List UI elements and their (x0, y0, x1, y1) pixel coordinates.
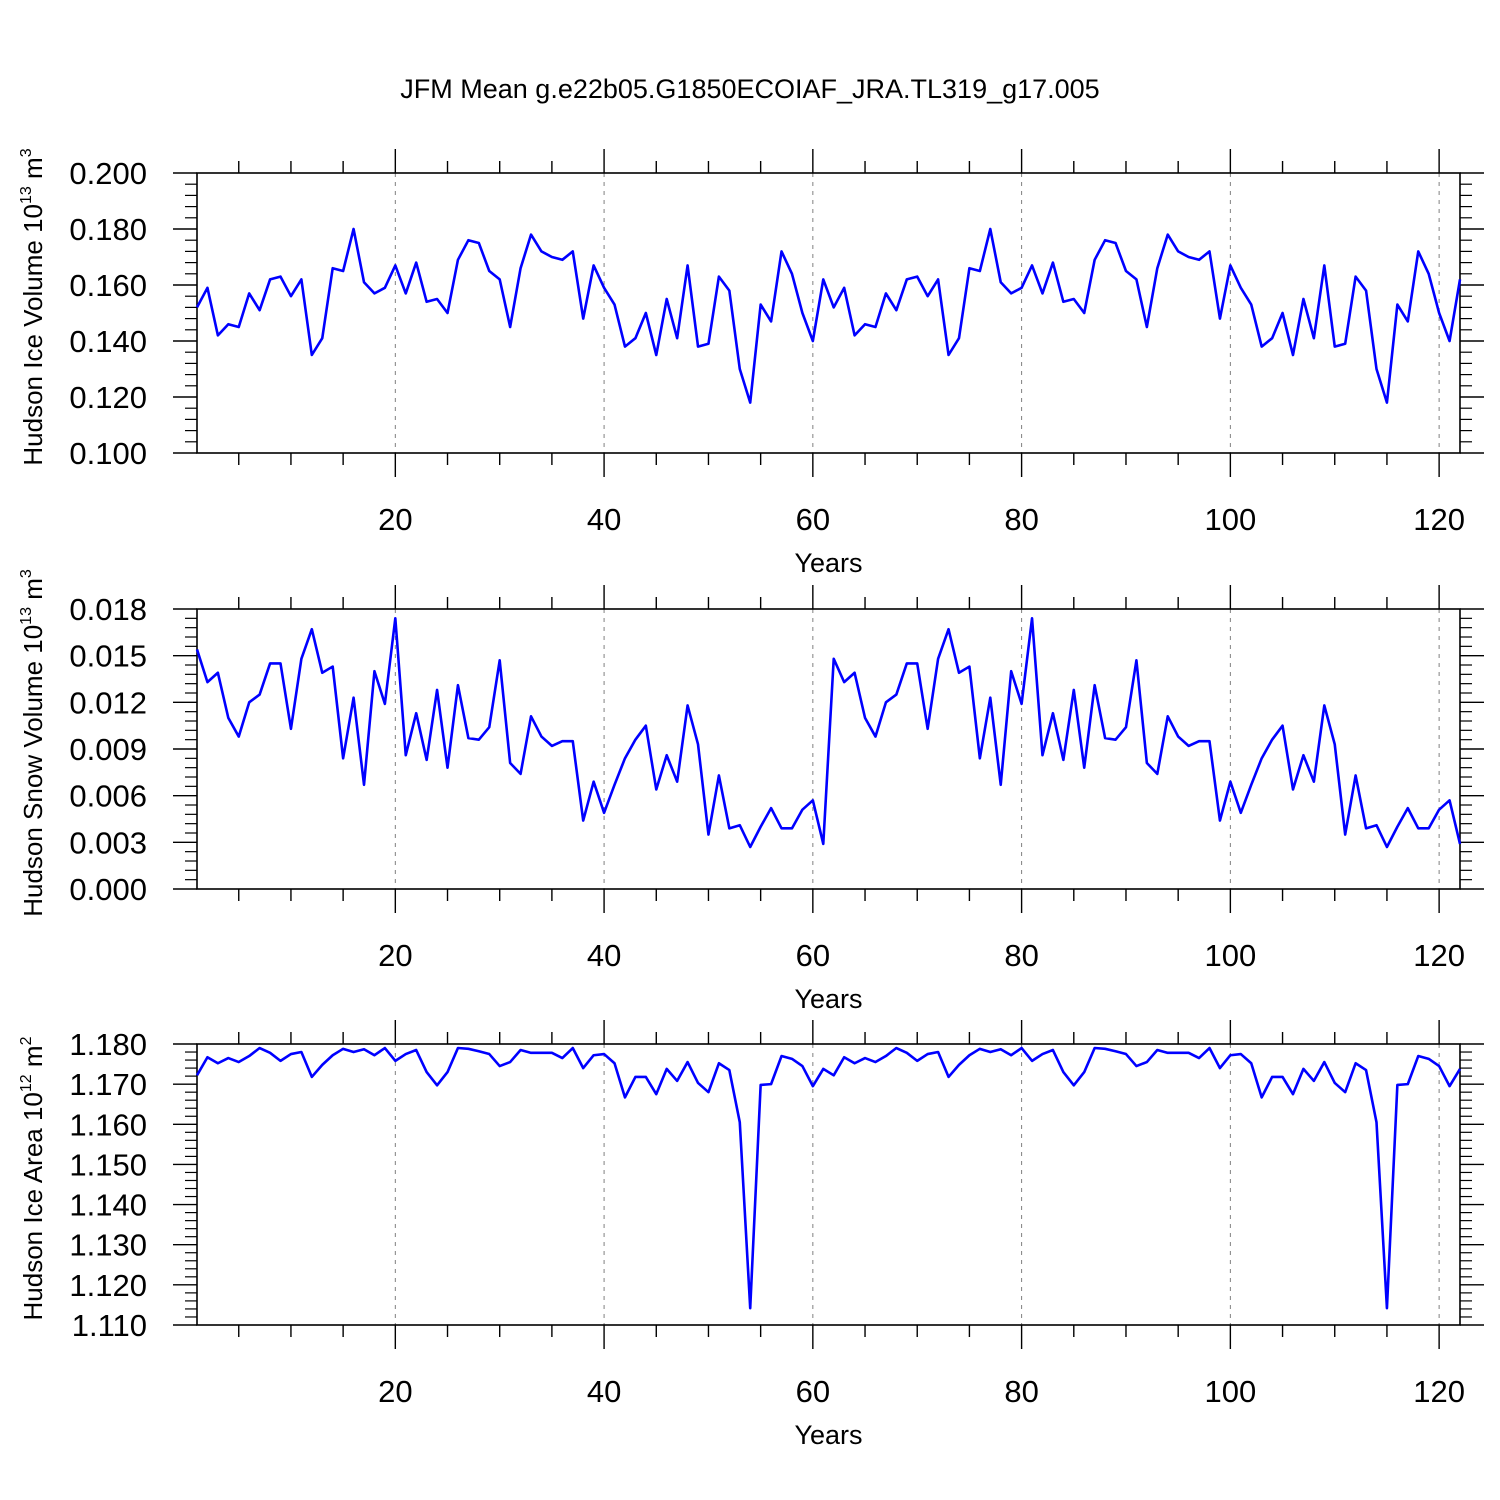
snow-volume-ytick-label: 0.006 (69, 779, 147, 814)
snow-volume-series-line-0 (195, 617, 1462, 849)
ice-volume-series-line-0 (195, 227, 1462, 404)
ice-volume-xtick-label: 20 (378, 502, 412, 537)
ice-volume-x-axis-title: Years (794, 548, 862, 578)
ice-area-ytick-label: 1.180 (69, 1027, 147, 1062)
ice-volume-ytick-label: 0.200 (69, 156, 147, 191)
snow-volume-y-axis-title-sup: 3 (18, 569, 35, 578)
snow-volume-y-axis-title-part: Hudson Snow Volume 10 (18, 625, 48, 917)
snow-volume-ytick-label: 0.000 (69, 872, 147, 907)
ice-area-xtick-label: 80 (1004, 1374, 1038, 1409)
ice-volume-xtick-label: 60 (796, 502, 830, 537)
ice-area-xtick-label: 60 (796, 1374, 830, 1409)
ice-volume-ytick-label: 0.120 (69, 380, 147, 415)
ice-area-y-axis-title: Hudson Ice Area 1012 m2 (18, 1036, 48, 1320)
ice-volume-y-axis-title: Hudson Ice Volume 1013 m3 (18, 148, 48, 465)
snow-volume-xtick-label: 40 (587, 938, 621, 973)
snow-volume-y-axis-title-part: m (18, 578, 48, 607)
ice-area-frame (196, 1043, 1461, 1326)
ice-area-ytick-label: 1.150 (69, 1147, 147, 1182)
ice-volume-xtick-label: 100 (1204, 502, 1256, 537)
snow-volume-ytick-label: 0.003 (69, 825, 147, 860)
figure-title: JFM Mean g.e22b05.G1850ECOIAF_JRA.TL319_… (400, 74, 1100, 104)
ice-volume-xtick-label: 80 (1004, 502, 1038, 537)
snow-volume-x-axis-title: Years (794, 984, 862, 1014)
ice-volume-y-axis-title-sup: 3 (18, 148, 35, 157)
ice-area-ytick-label: 1.110 (72, 1308, 147, 1343)
ice-volume-y-axis-title-part: Hudson Ice Volume 10 (18, 204, 48, 466)
ice-area-ytick-label: 1.170 (69, 1067, 147, 1102)
ice-area-xtick-label: 40 (587, 1374, 621, 1409)
snow-volume-xtick-label: 120 (1413, 938, 1465, 973)
ice-area-ytick-label: 1.120 (69, 1268, 147, 1303)
ice-volume-frame (196, 172, 1461, 454)
ice-area-panel: 1.110 1.120 1.130 1.140 1.150 1.160 1.170 1.180… (18, 1020, 1484, 1450)
snow-volume-xtick-label: 20 (378, 938, 412, 973)
ice-area-xtick-label: 20 (378, 1374, 412, 1409)
ice-area-ytick-label: 1.140 (69, 1188, 147, 1223)
snow-volume-ytick-label: 0.018 (69, 592, 147, 627)
snow-volume-panel: 0.000 0.003 0.006 0.009 0.012 0.015 0.018 20 40 6… (18, 569, 1484, 1014)
snow-volume-xtick-label: 80 (1004, 938, 1038, 973)
ice-volume-ytick-label: 0.140 (69, 324, 147, 359)
ice-area-ytick-label: 1.130 (69, 1228, 147, 1263)
ice-volume-y-axis-title-sup: 13 (18, 186, 35, 204)
ice-area-y-axis-title-part: m (18, 1045, 48, 1074)
ice-volume-xtick-label: 40 (587, 502, 621, 537)
snow-volume-y-axis-title-sup: 13 (18, 607, 35, 625)
ice-area-y-axis-title-sup: 12 (18, 1074, 35, 1092)
ice-area-ytick-label: 1.160 (69, 1107, 147, 1142)
ice-area-xtick-label: 120 (1413, 1374, 1465, 1409)
ice-volume-ytick-label: 0.160 (69, 268, 147, 303)
ice-area-y-axis-title-part: Hudson Ice Area 10 (18, 1092, 48, 1320)
snow-volume-ytick-label: 0.012 (69, 685, 147, 720)
snow-volume-y-axis-title: Hudson Snow Volume 1013 m3 (18, 569, 48, 917)
ice-area-xtick-label: 100 (1204, 1374, 1256, 1409)
snow-volume-ytick-label: 0.015 (69, 639, 147, 674)
snow-volume-ytick-label: 0.009 (69, 732, 147, 767)
ice-area-x-axis-title: Years (794, 1420, 862, 1450)
snow-volume-xtick-label: 60 (796, 938, 830, 973)
ice-volume-ytick-label: 0.100 (69, 436, 147, 471)
ice-volume-xtick-label: 120 (1413, 502, 1465, 537)
ice-volume-ytick-label: 0.180 (69, 212, 147, 247)
snow-volume-xtick-label: 100 (1204, 938, 1256, 973)
ice-area-y-axis-title-sup: 2 (18, 1036, 35, 1045)
ice-area-series-line-0 (195, 1046, 1462, 1310)
ice-volume-panel: 0.100 0.120 0.140 0.160 0.180 0.200 20 40 60 80 10… (18, 148, 1484, 578)
ice-volume-y-axis-title-part: m (18, 157, 48, 186)
